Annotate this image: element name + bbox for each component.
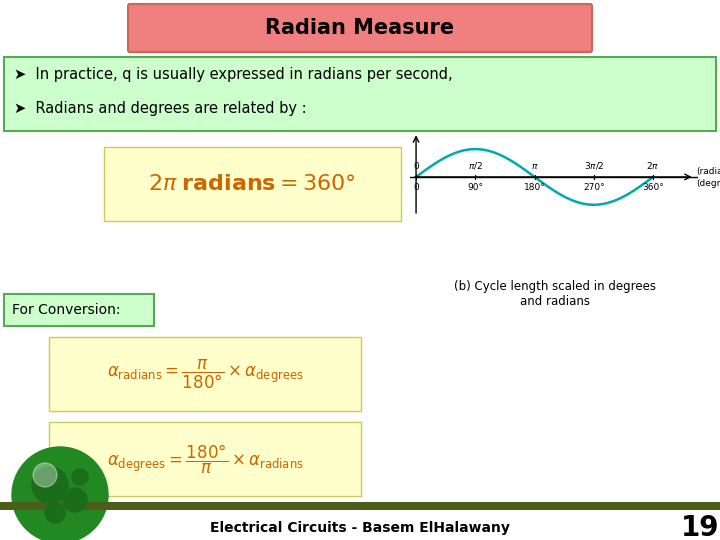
Text: $3\pi/2$: $3\pi/2$	[584, 160, 604, 171]
Text: $\pi/2$: $\pi/2$	[468, 160, 482, 171]
FancyBboxPatch shape	[49, 422, 361, 496]
Text: (degrees): (degrees)	[696, 179, 720, 187]
FancyBboxPatch shape	[49, 337, 361, 411]
FancyBboxPatch shape	[128, 4, 592, 52]
Text: 180°: 180°	[523, 183, 546, 192]
Bar	[0, 502, 720, 510]
Text: 0: 0	[413, 183, 419, 192]
Text: ➤  Radians and degrees are related by :: ➤ Radians and degrees are related by :	[14, 100, 307, 116]
Text: Electrical Circuits - Basem ElHalawany: Electrical Circuits - Basem ElHalawany	[210, 521, 510, 535]
Text: Radian Measure: Radian Measure	[266, 18, 454, 38]
Circle shape	[45, 503, 65, 523]
Circle shape	[72, 469, 88, 485]
Text: (radians): (radians)	[696, 167, 720, 176]
Circle shape	[32, 467, 68, 503]
Text: 360°: 360°	[642, 183, 664, 192]
FancyBboxPatch shape	[4, 294, 154, 326]
Text: ➤  In practice, q is usually expressed in radians per second,: ➤ In practice, q is usually expressed in…	[14, 68, 453, 83]
Circle shape	[63, 488, 87, 512]
Text: $\pi$: $\pi$	[531, 163, 539, 171]
Text: $2\pi$: $2\pi$	[647, 160, 660, 171]
Text: For Conversion:: For Conversion:	[12, 303, 120, 317]
Circle shape	[12, 447, 108, 540]
Text: $\alpha_{\mathrm{degrees}} = \dfrac{180°}{\pi} \times \alpha_{\mathrm{radians}}$: $\alpha_{\mathrm{degrees}} = \dfrac{180°…	[107, 442, 304, 476]
Text: 270°: 270°	[583, 183, 605, 192]
Text: $2\pi \; \mathbf{radians} = 360°$: $2\pi \; \mathbf{radians} = 360°$	[148, 174, 356, 194]
Text: 0: 0	[413, 163, 419, 171]
Text: (b) Cycle length scaled in degrees
and radians: (b) Cycle length scaled in degrees and r…	[454, 280, 656, 308]
Text: 19: 19	[680, 514, 719, 540]
FancyBboxPatch shape	[4, 57, 716, 131]
FancyBboxPatch shape	[104, 147, 401, 221]
Text: 90°: 90°	[467, 183, 483, 192]
Circle shape	[33, 463, 57, 487]
Text: $\alpha_{\mathrm{radians}} = \dfrac{\pi}{180°} \times \alpha_{\mathrm{degrees}}$: $\alpha_{\mathrm{radians}} = \dfrac{\pi}…	[107, 357, 304, 390]
